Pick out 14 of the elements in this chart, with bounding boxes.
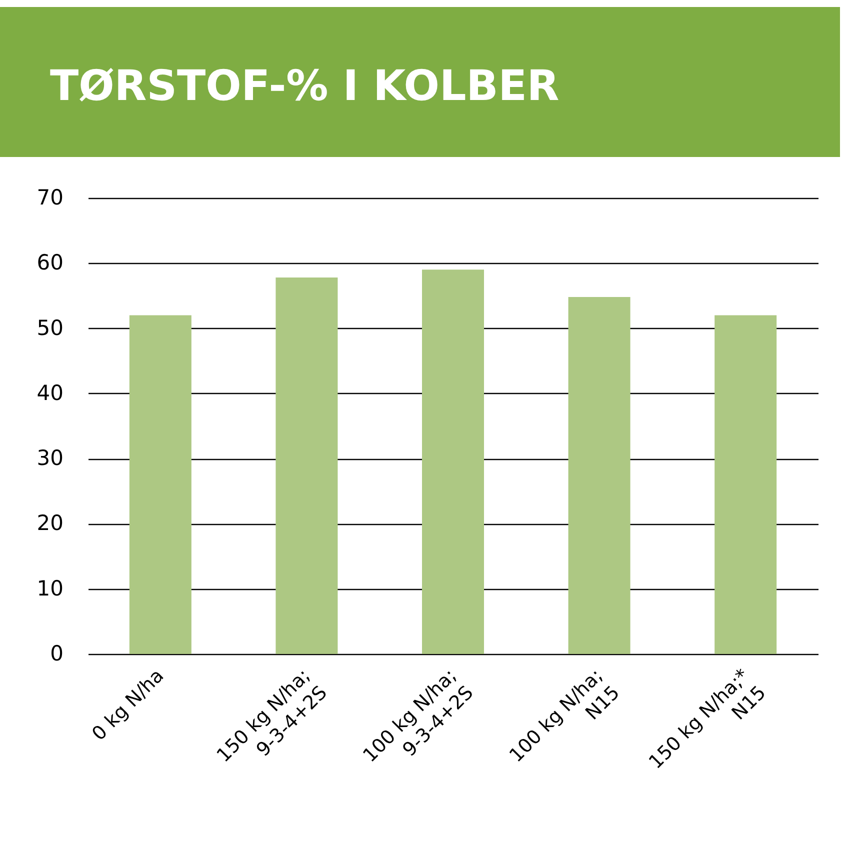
bar — [568, 297, 630, 654]
y-tick-label: 50 — [36, 316, 64, 340]
y-tick-label: 30 — [36, 446, 64, 470]
y-tick-label: 70 — [36, 186, 64, 210]
y-tick-label: 40 — [36, 380, 64, 405]
y-tick-label: 60 — [36, 250, 64, 275]
chart-title: TØRSTOF-% I KOLBER — [50, 61, 560, 110]
bar — [129, 315, 192, 654]
bar — [714, 315, 777, 654]
y-tick-label: 10 — [36, 576, 64, 600]
y-tick-label: 0 — [50, 642, 64, 666]
y-tick-label: 20 — [36, 511, 64, 536]
bar — [422, 270, 484, 654]
bar — [276, 277, 338, 654]
